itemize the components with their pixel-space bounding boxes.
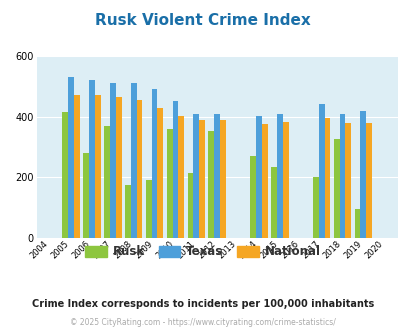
Bar [178, 116, 184, 238]
Bar [130, 83, 136, 238]
Bar [157, 108, 163, 238]
Text: Crime Index corresponds to incidents per 100,000 inhabitants: Crime Index corresponds to incidents per… [32, 299, 373, 309]
Bar [345, 123, 350, 238]
Bar [95, 95, 100, 238]
Bar [312, 177, 318, 238]
Bar [339, 114, 345, 238]
Bar [125, 185, 130, 238]
Bar [199, 119, 205, 238]
Text: Rusk Violent Crime Index: Rusk Violent Crime Index [95, 13, 310, 28]
Bar [249, 156, 256, 238]
Bar [324, 117, 330, 238]
Bar [318, 105, 324, 238]
Bar [360, 111, 365, 238]
Bar [208, 131, 214, 238]
Bar [145, 180, 151, 238]
Bar [83, 153, 89, 238]
Bar [214, 114, 220, 238]
Bar [220, 119, 226, 238]
Bar [89, 80, 95, 238]
Text: © 2025 CityRating.com - https://www.cityrating.com/crime-statistics/: © 2025 CityRating.com - https://www.city… [70, 318, 335, 327]
Bar [104, 126, 110, 238]
Legend: Rusk, Texas, National: Rusk, Texas, National [81, 241, 324, 263]
Bar [136, 100, 142, 238]
Bar [68, 77, 74, 238]
Bar [151, 89, 157, 238]
Bar [187, 173, 193, 238]
Bar [110, 83, 115, 238]
Bar [74, 95, 79, 238]
Bar [354, 209, 360, 238]
Bar [166, 129, 172, 238]
Bar [115, 97, 121, 238]
Bar [271, 167, 276, 238]
Bar [172, 101, 178, 238]
Bar [276, 114, 282, 238]
Bar [282, 122, 288, 238]
Bar [62, 112, 68, 238]
Bar [256, 116, 261, 238]
Bar [193, 114, 199, 238]
Bar [365, 123, 371, 238]
Bar [333, 139, 339, 238]
Bar [261, 124, 267, 238]
